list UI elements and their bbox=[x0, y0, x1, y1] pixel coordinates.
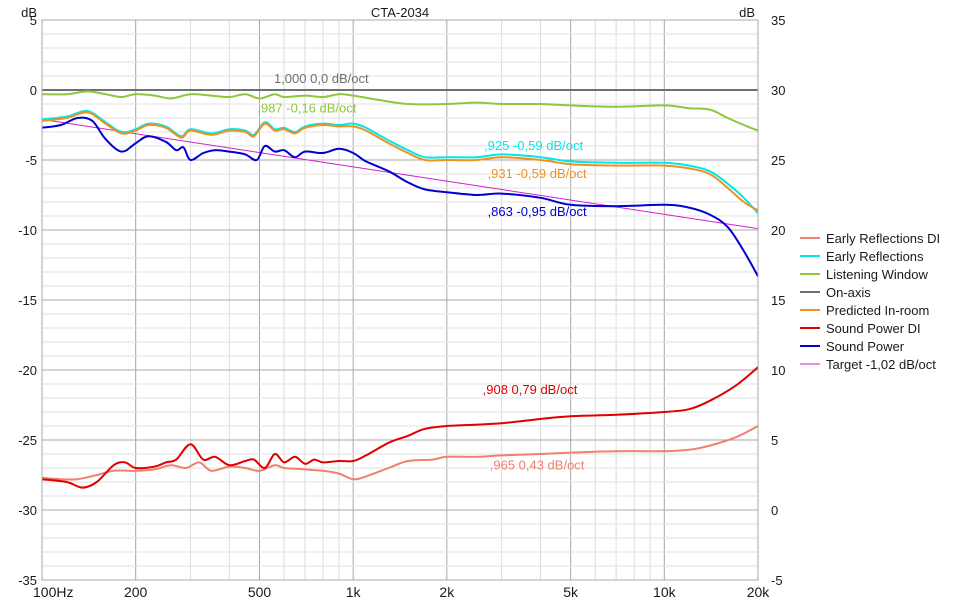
series-annotation: ,987 -0,16 dB/oct bbox=[257, 100, 356, 115]
right-tick-label: -5 bbox=[771, 573, 783, 588]
legend-entry: Early Reflections DI bbox=[826, 231, 940, 246]
right-tick-label: 15 bbox=[771, 293, 785, 308]
right-tick-label: 30 bbox=[771, 83, 785, 98]
series-annotation: ,908 0,79 dB/oct bbox=[483, 382, 578, 397]
series-annotation: ,931 -0,59 dB/oct bbox=[488, 166, 587, 181]
series-line-predicted-in-room bbox=[41, 111, 759, 212]
series-layer bbox=[41, 88, 759, 489]
series-line-target-1-02-db-oct bbox=[41, 118, 759, 230]
x-tick-label: 1k bbox=[346, 584, 362, 600]
series-line-early-reflections-di bbox=[41, 425, 759, 481]
left-tick-label: -20 bbox=[18, 363, 37, 378]
right-tick-label: 5 bbox=[771, 433, 778, 448]
right-axis-ticks: 35 30 25 20 15 10 5 0 -5 bbox=[771, 13, 785, 588]
series-line-sound-power bbox=[41, 116, 759, 277]
right-tick-label: 35 bbox=[771, 13, 785, 28]
left-tick-label: -30 bbox=[18, 503, 37, 518]
y-gridlines bbox=[42, 19, 758, 581]
x-tick-label: 200 bbox=[124, 584, 148, 600]
x-tick-label: 100Hz bbox=[33, 584, 73, 600]
series-annotation: ,965 0,43 dB/oct bbox=[490, 457, 585, 472]
legend-entry: Target -1,02 dB/oct bbox=[826, 357, 936, 372]
x-tick-label: 500 bbox=[248, 584, 272, 600]
chart-title: CTA-2034 bbox=[371, 5, 429, 20]
series-annotation: 1,000 0,0 dB/oct bbox=[274, 71, 369, 86]
x-tick-label: 10k bbox=[653, 584, 677, 600]
left-axis-ticks: 5 0 -5 -10 -15 -20 -25 -30 -35 bbox=[18, 13, 37, 588]
left-axis-unit: dB bbox=[21, 5, 37, 20]
right-tick-label: 0 bbox=[771, 503, 778, 518]
series-line-early-reflections bbox=[41, 109, 759, 214]
series-annotation: ,925 -0,59 dB/oct bbox=[484, 138, 583, 153]
left-tick-label: 5 bbox=[30, 13, 37, 28]
left-tick-label: -5 bbox=[25, 153, 37, 168]
series-line-sound-power-di bbox=[41, 366, 759, 489]
right-tick-label: 25 bbox=[771, 153, 785, 168]
left-tick-label: -35 bbox=[18, 573, 37, 588]
x-axis-ticks: 100Hz 200 500 1k 2k 5k 10k 20k bbox=[33, 584, 770, 600]
series-line-listening-window bbox=[41, 90, 759, 132]
x-tick-label: 5k bbox=[563, 584, 579, 600]
series-annotation: ,863 -0,95 dB/oct bbox=[488, 204, 587, 219]
x-tick-label: 2k bbox=[439, 584, 455, 600]
legend-entry: Listening Window bbox=[826, 267, 928, 282]
legend-entry: Predicted In-room bbox=[826, 303, 929, 318]
x-tick-label: 20k bbox=[747, 584, 771, 600]
left-tick-label: -25 bbox=[18, 433, 37, 448]
legend-entry: Sound Power DI bbox=[826, 321, 921, 336]
left-tick-label: -15 bbox=[18, 293, 37, 308]
left-tick-label: -10 bbox=[18, 223, 37, 238]
right-axis-unit: dB bbox=[739, 5, 755, 20]
legend-entry: On-axis bbox=[826, 285, 871, 300]
right-tick-label: 20 bbox=[771, 223, 785, 238]
plot-frame bbox=[41, 19, 759, 581]
left-tick-label: 0 bbox=[30, 83, 37, 98]
legend-entry: Sound Power bbox=[826, 339, 905, 354]
annotations: ,965 0,43 dB/oct ,925 -0,59 dB/oct ,987 -0… bbox=[257, 71, 587, 472]
legend-entry: Early Reflections bbox=[826, 249, 924, 264]
right-tick-label: 10 bbox=[771, 363, 785, 378]
legend: Early Reflections DI Early Reflections Lis… bbox=[800, 231, 940, 372]
